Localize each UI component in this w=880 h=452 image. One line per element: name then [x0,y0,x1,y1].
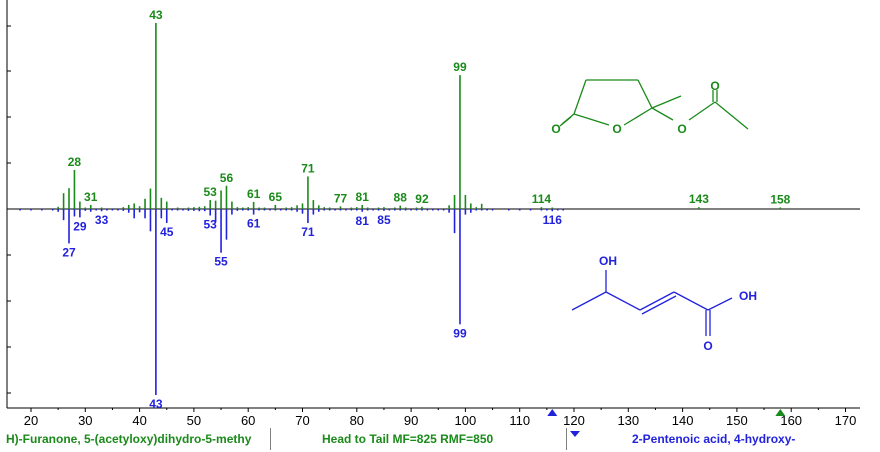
peak-label-33: 33 [95,213,109,227]
status-match-score: Head to Tail MF=825 RMF=850 [322,432,494,446]
peak-label-88: 88 [394,191,408,205]
triangle-marker-icon[interactable] [547,409,558,416]
x-tick-label: 80 [350,413,364,428]
peak-label-99: 99 [453,326,467,340]
x-tick-label: 160 [780,413,802,428]
peak-label-43: 43 [149,397,163,411]
peak-label-81: 81 [356,214,370,228]
x-tick-label: 40 [132,413,146,428]
x-tick-label: 90 [404,413,418,428]
x-tick-label: 130 [617,413,639,428]
x-tick-label: 30 [78,413,92,428]
structure-hydroxypentenoic-acid: OH OH O [571,254,757,353]
y-tick-marks [7,25,11,394]
peak-label-143: 143 [689,192,709,206]
peak-label-116: 116 [543,213,563,227]
dropdown-arrow-icon[interactable] [570,431,580,437]
peak-label-81: 81 [356,190,370,204]
status-separator [566,428,567,450]
peak-label-114: 114 [532,192,552,206]
library-peak-labels: 43 99 55 27 29 71 45 53 61 33 81 85 116 [62,213,562,411]
peak-label-77: 77 [334,191,348,205]
peak-label-55: 55 [214,255,228,269]
peak-label-65: 65 [269,190,283,204]
peak-label-31: 31 [84,190,98,204]
acid-carbonyl-oxygen: O [703,339,712,353]
structure-acetyloxy-furanone: O O O O [551,79,749,136]
hydroxyl-label: OH [599,254,617,268]
x-tick-label: 140 [672,413,694,428]
triangle-marker-icon[interactable] [775,409,786,416]
x-tick-label: 20 [24,413,38,428]
peak-label-28: 28 [68,155,82,169]
peak-label-53: 53 [204,185,218,199]
peak-label-53: 53 [204,218,218,232]
x-tick-label: 70 [295,413,309,428]
peak-label-29: 29 [73,219,87,233]
ring-oxygen: O [612,122,621,136]
x-tick-label: 150 [726,413,748,428]
ester-oxygen: O [677,122,686,136]
axis-markers [547,409,786,416]
sample-spectrum-peaks [57,23,782,209]
x-tick-label: 50 [187,413,201,428]
peak-label-85: 85 [377,213,391,227]
carbonyl-oxygen: O [551,122,560,136]
peak-label-56: 56 [220,171,234,185]
x-axis-ticks: 20 30 40 50 60 70 80 90 100 110 120 130 140 150 160 170 [24,408,857,428]
x-tick-label: 110 [509,413,530,428]
library-spectrum-peaks [19,209,564,395]
peak-label-45: 45 [160,225,174,239]
peak-label-27: 27 [62,245,76,259]
x-tick-label: 120 [563,413,585,428]
peak-label-92: 92 [415,192,429,206]
status-compound-bottom[interactable]: 2-Pentenoic acid, 4-hydroxy- [632,432,796,446]
peak-label-99: 99 [453,60,467,74]
acid-hydroxyl-label: OH [739,289,757,303]
acetyl-oxygen: O [710,79,719,93]
peak-label-71: 71 [301,225,315,239]
peak-label-158: 158 [770,193,790,207]
status-compound-top[interactable]: H)-Furanone, 5-(acetyloxy)dihydro-5-meth… [6,428,271,450]
x-tick-label: 100 [455,413,477,428]
peak-label-43: 43 [149,8,163,22]
peak-label-71: 71 [301,161,315,175]
x-tick-label: 60 [241,413,255,428]
x-tick-label: 170 [835,413,857,428]
peak-label-61: 61 [247,217,261,231]
peak-label-61: 61 [247,187,261,201]
